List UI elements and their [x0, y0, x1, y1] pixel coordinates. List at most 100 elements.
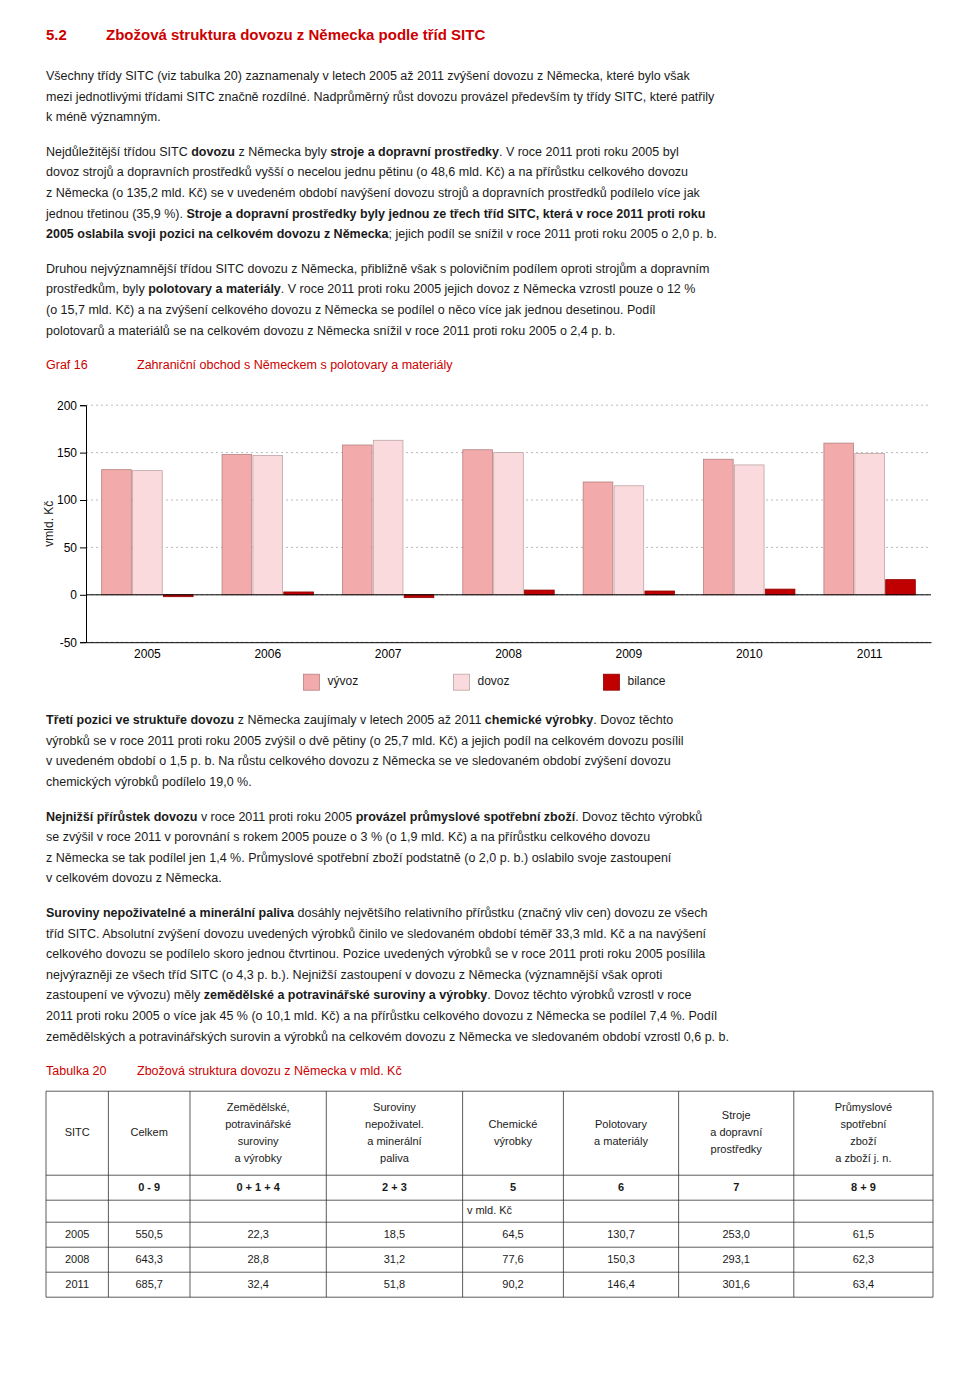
x-tick: 2006 [254, 642, 281, 661]
section-number: 5.2 [46, 26, 67, 43]
table-cell: 28,8 [247, 1253, 268, 1265]
table-rule [563, 1091, 564, 1297]
bars [102, 440, 916, 597]
table-code: 5 [510, 1181, 516, 1193]
x-tick: 2008 [495, 642, 522, 661]
body-text: z Německa zaujímaly v letech 2005 až 201… [234, 713, 485, 727]
bar [824, 443, 854, 595]
table-rule [46, 1091, 933, 1092]
table-code: 0 + 1 + 4 [236, 1181, 280, 1193]
x-tick-label: 2008 [495, 647, 522, 661]
paragraph-line: Třetí pozici ve struktuře dovozu z Němec… [46, 713, 673, 727]
y-axis: -50050100150200 [57, 399, 87, 650]
x-axis: 2005200620072008200920102011 [87, 642, 932, 661]
x-tick-label: 2010 [736, 647, 763, 661]
body-text: z Německa byly [235, 145, 330, 159]
body-text: zastoupení ve vývozu) měly [46, 988, 204, 1002]
table-title: Zbožová struktura dovozu z Německa v mld… [137, 1064, 402, 1078]
legend-swatch [454, 674, 470, 690]
table-rule [793, 1091, 794, 1297]
table-cell: 64,5 [502, 1228, 523, 1240]
x-tick: 2005 [134, 642, 161, 661]
table-rule [108, 1091, 109, 1297]
y-tick-label: 0 [70, 588, 77, 602]
paragraph-line: dovoz strojů a dopravních prostředků vyš… [46, 165, 688, 179]
table-rule [462, 1091, 463, 1297]
body-text: prostředkům, byly [46, 282, 148, 296]
bar [886, 580, 916, 595]
bold-text: provázel průmyslové spotřební zboží [356, 809, 576, 823]
body-text: . V roce 2011 proti roku 2005 jejich dov… [281, 282, 696, 296]
body-text: (o 15,7 mld. Kč) a na zvýšení celkového … [46, 303, 655, 317]
bar [583, 482, 613, 595]
grid-line [86, 405, 931, 406]
body-text: jednou třetinou (35,9 %). [45, 206, 186, 220]
paragraph-line: 2011 proti roku 2005 o více jak 45 % (o … [46, 1009, 717, 1023]
paragraph-line: se zvýšil v roce 2011 v porovnání s roke… [46, 830, 650, 844]
bar [463, 450, 493, 595]
bold-text: chemické výrobky [485, 713, 593, 727]
paragraph-line: polotovarů a materiálů se na celkovém do… [46, 323, 616, 337]
bar [342, 445, 372, 595]
paragraph-line: z Německa (o 135,2 mld. Kč) se v uvedené… [46, 186, 701, 200]
bar [855, 454, 885, 595]
bar-series [102, 443, 854, 595]
y-tick-label: 100 [57, 493, 77, 507]
body-text: z Německa (o 135,2 mld. Kč) se v uvedené… [46, 186, 701, 200]
table-cell: 62,3 [853, 1253, 874, 1265]
bold-text: Třetí pozici ve struktuře [46, 713, 190, 727]
bold-text: Suroviny nepoživatelné a minerální paliv… [46, 906, 295, 920]
y-tick-label: 150 [57, 446, 77, 460]
paragraph-line: z Německa se tak podílel jen 1,4 %. Prům… [46, 851, 672, 865]
y-tick: 150 [57, 446, 86, 460]
body-text: se zvýšil v roce 2011 v porovnání s roke… [46, 830, 650, 844]
table-rule [46, 1222, 933, 1223]
table: SITCCelkemZemědělské,potravinářskésurovi… [46, 1091, 933, 1297]
bar [253, 455, 283, 594]
y-tick-label: 50 [64, 541, 78, 555]
bar [102, 470, 132, 595]
zero-line [86, 594, 931, 595]
paragraph-line: v uvedeném období o 1,5 p. b. Na růstu c… [46, 754, 671, 768]
body-text: chemických výrobků podílelo 19,0 %. [46, 775, 252, 789]
y-tick-label: 200 [57, 399, 77, 413]
bar [765, 589, 795, 595]
legend-swatch [604, 674, 620, 690]
chart-label: Graf 16 [46, 358, 88, 372]
table-rule [46, 1272, 933, 1273]
table-code: 0 - 9 [138, 1181, 160, 1193]
body-text: v celkovém dovozu z Německa. [46, 871, 222, 885]
paragraph-line: Nejnižší přírůstek dovozu v roce 2011 pr… [46, 809, 702, 823]
table-cell: 2011 [65, 1278, 89, 1290]
table-rule [46, 1297, 933, 1298]
body-text: z Německa se tak podílel jen 1,4 %. Prům… [46, 851, 672, 865]
bar-series [133, 440, 885, 595]
bar [704, 459, 734, 595]
table-rule [326, 1091, 327, 1297]
table-cell: 22,3 [247, 1228, 268, 1240]
bar [645, 591, 675, 595]
body-text: . V roce 2011 proti roku 2005 byl [499, 145, 679, 159]
body-text: dovoz strojů a dopravních prostředků vyš… [46, 165, 688, 179]
bar [734, 465, 764, 595]
x-tick: 2007 [375, 642, 402, 661]
table-header: suroviny [238, 1135, 279, 1147]
paragraph-line: Suroviny nepoživatelné a minerální paliv… [46, 906, 707, 920]
table-header: a dopravní [710, 1126, 762, 1138]
page: 5.2 Zbožová struktura dovozu z Německa po… [0, 0, 960, 1394]
table-cell: 146,4 [607, 1278, 635, 1290]
section-title: Zbožová struktura dovozu z Německa podle… [106, 26, 485, 43]
legend-label: bilance [628, 674, 666, 688]
table-cell: 18,5 [384, 1228, 405, 1240]
table-header: prostředky [711, 1143, 763, 1155]
paragraph-line: jednou třetinou (35,9 %). Stroje a dopra… [45, 206, 705, 220]
table-code: 2 + 3 [382, 1181, 407, 1193]
y-tick-mark [80, 547, 86, 548]
table-cell: 90,2 [502, 1278, 523, 1290]
legend-label: vývoz [328, 674, 359, 688]
table-code: 6 [618, 1181, 624, 1193]
table-header: SITC [65, 1126, 90, 1138]
table-header: Celkem [131, 1126, 168, 1138]
table-cell: 685,7 [135, 1278, 163, 1290]
table-header: zboží [850, 1135, 876, 1147]
